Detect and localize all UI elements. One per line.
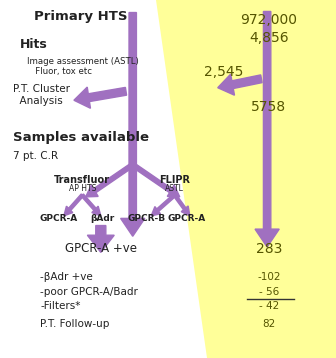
Text: GPCR-A: GPCR-A (167, 214, 206, 223)
FancyArrow shape (173, 194, 190, 216)
Text: 7 pt. C.R: 7 pt. C.R (13, 151, 58, 161)
Text: 4,856: 4,856 (249, 30, 289, 45)
FancyArrow shape (121, 13, 145, 236)
Polygon shape (156, 0, 336, 358)
Text: 82: 82 (262, 319, 276, 329)
FancyArrow shape (74, 87, 127, 108)
Text: Primary HTS: Primary HTS (34, 10, 127, 23)
Text: P.T. Cluster
  Analysis: P.T. Cluster Analysis (13, 84, 71, 106)
Text: 283: 283 (256, 242, 282, 256)
Text: Samples available: Samples available (13, 131, 150, 144)
FancyArrow shape (86, 163, 134, 197)
Text: Transfluor: Transfluor (54, 175, 110, 185)
FancyArrow shape (81, 194, 101, 216)
FancyArrow shape (64, 194, 83, 216)
Text: 5758: 5758 (251, 100, 286, 115)
Text: - 42: - 42 (259, 301, 279, 311)
FancyArrow shape (218, 74, 262, 95)
Text: GPCR-A +ve: GPCR-A +ve (65, 242, 137, 255)
Text: βAdr: βAdr (90, 214, 115, 223)
FancyArrow shape (87, 226, 114, 252)
Text: ASTL: ASTL (165, 184, 184, 193)
Text: FLIPR: FLIPR (159, 175, 190, 185)
FancyArrow shape (151, 194, 176, 216)
Text: Image assessment (ASTL)
   Fluor, tox etc: Image assessment (ASTL) Fluor, tox etc (27, 57, 139, 76)
Text: -Filters*: -Filters* (40, 301, 81, 311)
Text: -βAdr +ve: -βAdr +ve (40, 272, 93, 282)
Text: -poor GPCR-A/Badr: -poor GPCR-A/Badr (40, 287, 138, 297)
Text: P.T. Follow-up: P.T. Follow-up (40, 319, 110, 329)
Text: GPCR-A: GPCR-A (40, 214, 78, 223)
Text: GPCR-B: GPCR-B (127, 214, 165, 223)
Text: AP HTS: AP HTS (69, 184, 96, 193)
Text: -102: -102 (257, 272, 281, 282)
Text: Hits: Hits (20, 38, 48, 51)
Text: - 56: - 56 (259, 287, 279, 297)
FancyArrow shape (131, 163, 180, 197)
FancyArrow shape (255, 11, 279, 247)
Text: 972,000: 972,000 (240, 13, 297, 27)
Text: 2,545: 2,545 (204, 65, 243, 79)
